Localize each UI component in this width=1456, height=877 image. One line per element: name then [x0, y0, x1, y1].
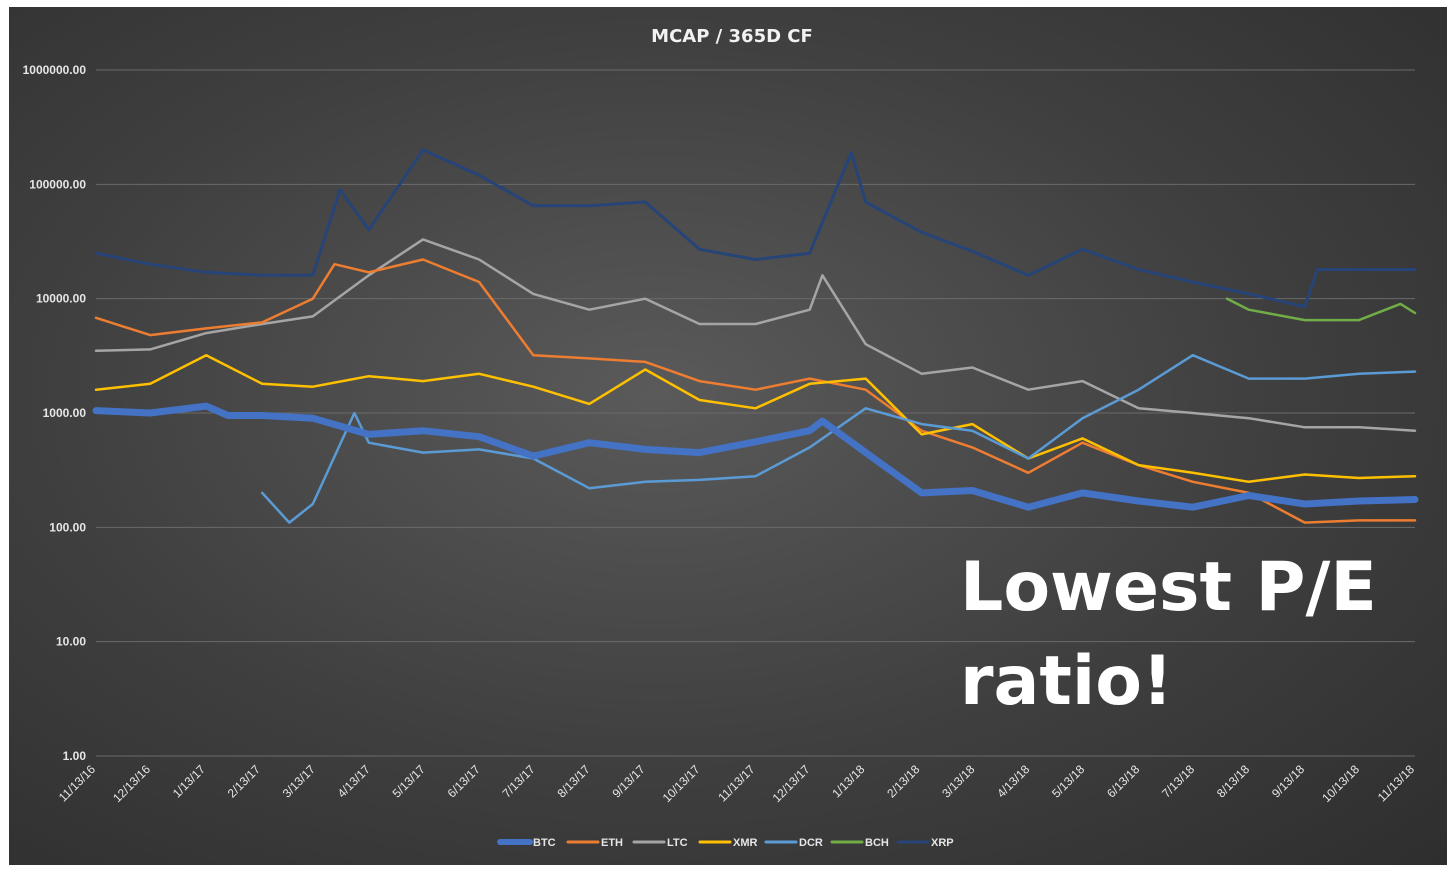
x-tick-label: 11/13/17: [715, 762, 758, 805]
x-tick-label: 4/13/17: [335, 762, 373, 800]
x-tick-label: 12/13/17: [770, 762, 813, 805]
legend-label-btc: BTC: [533, 837, 556, 849]
chart-frame: [9, 7, 1447, 865]
chart-title: MCAP / 365D CF: [651, 26, 813, 47]
x-tick-label: 6/13/17: [445, 762, 483, 800]
x-tick-label: 6/13/18: [1104, 762, 1142, 800]
x-tick-label: 3/13/17: [280, 762, 318, 800]
x-tick-label: 8/13/17: [555, 762, 593, 800]
x-tick-label: 1/13/17: [170, 762, 208, 800]
y-tick-label: 10000.00: [36, 292, 86, 306]
y-tick-label: 100000.00: [29, 177, 86, 191]
y-tick-label: 10.00: [56, 635, 86, 649]
x-tick-label: 2/13/18: [884, 762, 922, 800]
x-tick-label: 3/13/18: [939, 762, 977, 800]
y-tick-label: 100.00: [49, 520, 86, 534]
annotation-line-1: Lowest P/E: [960, 548, 1377, 627]
series-line-xmr: [94, 353, 1417, 484]
series-line-dcr: [260, 353, 1417, 524]
legend: BTC ETH LTC XMR DCR BCH XRP: [497, 837, 954, 849]
y-tick-label: 1000000.00: [23, 63, 87, 77]
x-tick-label: 11/13/18: [1375, 762, 1418, 805]
y-tick-label: 1.00: [63, 749, 87, 763]
legend-label-ltc: LTC: [667, 837, 688, 849]
y-tick-label: 1000.00: [43, 406, 87, 420]
x-tick-label: 10/13/17: [660, 762, 703, 805]
x-tick-label: 9/13/18: [1269, 762, 1307, 800]
x-tick-label: 8/13/18: [1214, 762, 1252, 800]
series-line-ltc: [94, 238, 1417, 432]
x-tick-label: 2/13/17: [225, 762, 263, 800]
x-tick-label: 12/13/16: [110, 762, 153, 805]
legend-label-eth: ETH: [601, 837, 623, 849]
x-tick-label: 9/13/17: [609, 762, 647, 800]
x-tick-label: 11/13/16: [56, 762, 99, 805]
gridlines: [96, 69, 1415, 757]
x-tick-label: 10/13/18: [1319, 762, 1362, 805]
series-lines: [92, 148, 1419, 524]
x-tick-label: 7/13/17: [500, 762, 538, 800]
series-line-btc: [92, 402, 1419, 511]
annotation-line-2: ratio!: [960, 642, 1173, 721]
legend-label-xmr: XMR: [733, 837, 758, 849]
y-axis-ticks: 1000000.00 100000.00 10000.00 1000.00 100.00…: [23, 63, 87, 763]
x-tick-label: 4/13/18: [994, 762, 1032, 800]
x-tick-label: 5/13/17: [390, 762, 428, 800]
x-tick-label: 1/13/18: [829, 762, 867, 800]
series-line-eth: [94, 258, 1417, 524]
x-tick-label: 7/13/18: [1159, 762, 1197, 800]
legend-label-xrp: XRP: [931, 837, 954, 849]
x-axis-ticks: 11/13/16 12/13/16 1/13/17 2/13/17 3/13/17 4/1…: [56, 762, 1418, 805]
legend-label-dcr: DCR: [799, 837, 823, 849]
legend-label-bch: BCH: [865, 837, 889, 849]
series-line-xrp: [94, 148, 1417, 309]
series-line-bch: [1225, 297, 1417, 322]
x-tick-label: 5/13/18: [1049, 762, 1087, 800]
